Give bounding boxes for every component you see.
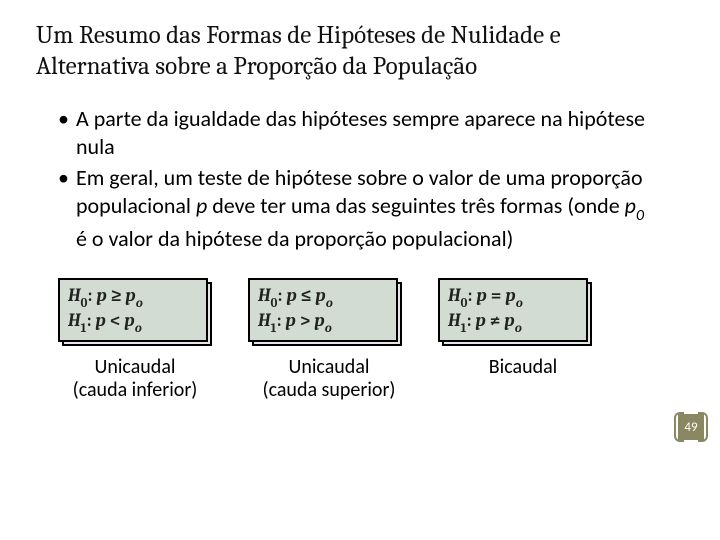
slide-title: Um Resumo das Formas de Hipóteses de Nul… <box>36 20 676 83</box>
label-text: Unicaudal <box>58 356 212 379</box>
box-labels: Unicaudal (cauda inferior) Unicaudal (ca… <box>58 356 690 402</box>
box-front: H0: p = po H1: p ≠ po <box>438 278 588 342</box>
label-text: Bicaudal <box>446 356 600 379</box>
page-number-badge: 49 <box>674 412 708 442</box>
box-front: H0: p ≤ po H1: p > po <box>248 278 398 342</box>
label-two-tailed: Bicaudal <box>446 356 600 402</box>
label-lower: Unicaudal (cauda inferior) <box>58 356 212 402</box>
box-front: H0: p ≥ po H1: p < po <box>58 278 208 342</box>
h1-line: H1: p < po <box>68 310 198 335</box>
slide: Um Resumo das Formas de Hipóteses de Nul… <box>0 0 720 540</box>
bullet-text: Em geral, um teste de hipótese sobre o v… <box>76 164 644 253</box>
bracket-icon <box>698 412 708 442</box>
label-upper: Unicaudal (cauda superior) <box>252 356 406 402</box>
bullet-text: A parte da igualdade das hipóteses sempr… <box>76 105 645 161</box>
h1-line: H1: p ≠ po <box>448 310 578 335</box>
h0-line: H0: p = po <box>448 285 578 310</box>
hypothesis-box-two-tailed: H0: p = po H1: p ≠ po <box>438 278 588 342</box>
hypothesis-box-lower: H0: p ≥ po H1: p < po <box>58 278 208 342</box>
hypothesis-box-upper: H0: p ≤ po H1: p > po <box>248 278 398 342</box>
label-text: (cauda superior) <box>252 379 406 402</box>
h1-line: H1: p > po <box>258 310 388 335</box>
label-text: (cauda inferior) <box>58 379 212 402</box>
h0-line: H0: p ≤ po <box>258 285 388 310</box>
bullet-item: A parte da igualdade das hipóteses sempr… <box>58 105 658 162</box>
h0-line: H0: p ≥ po <box>68 285 198 310</box>
bullet-item: Em geral, um teste de hipótese sobre o v… <box>58 164 658 254</box>
label-text: Unicaudal <box>252 356 406 379</box>
hypothesis-boxes: H0: p ≥ po H1: p < po H0: p ≤ po H1: p >… <box>58 278 690 342</box>
bullet-list: A parte da igualdade das hipóteses sempr… <box>58 105 658 254</box>
